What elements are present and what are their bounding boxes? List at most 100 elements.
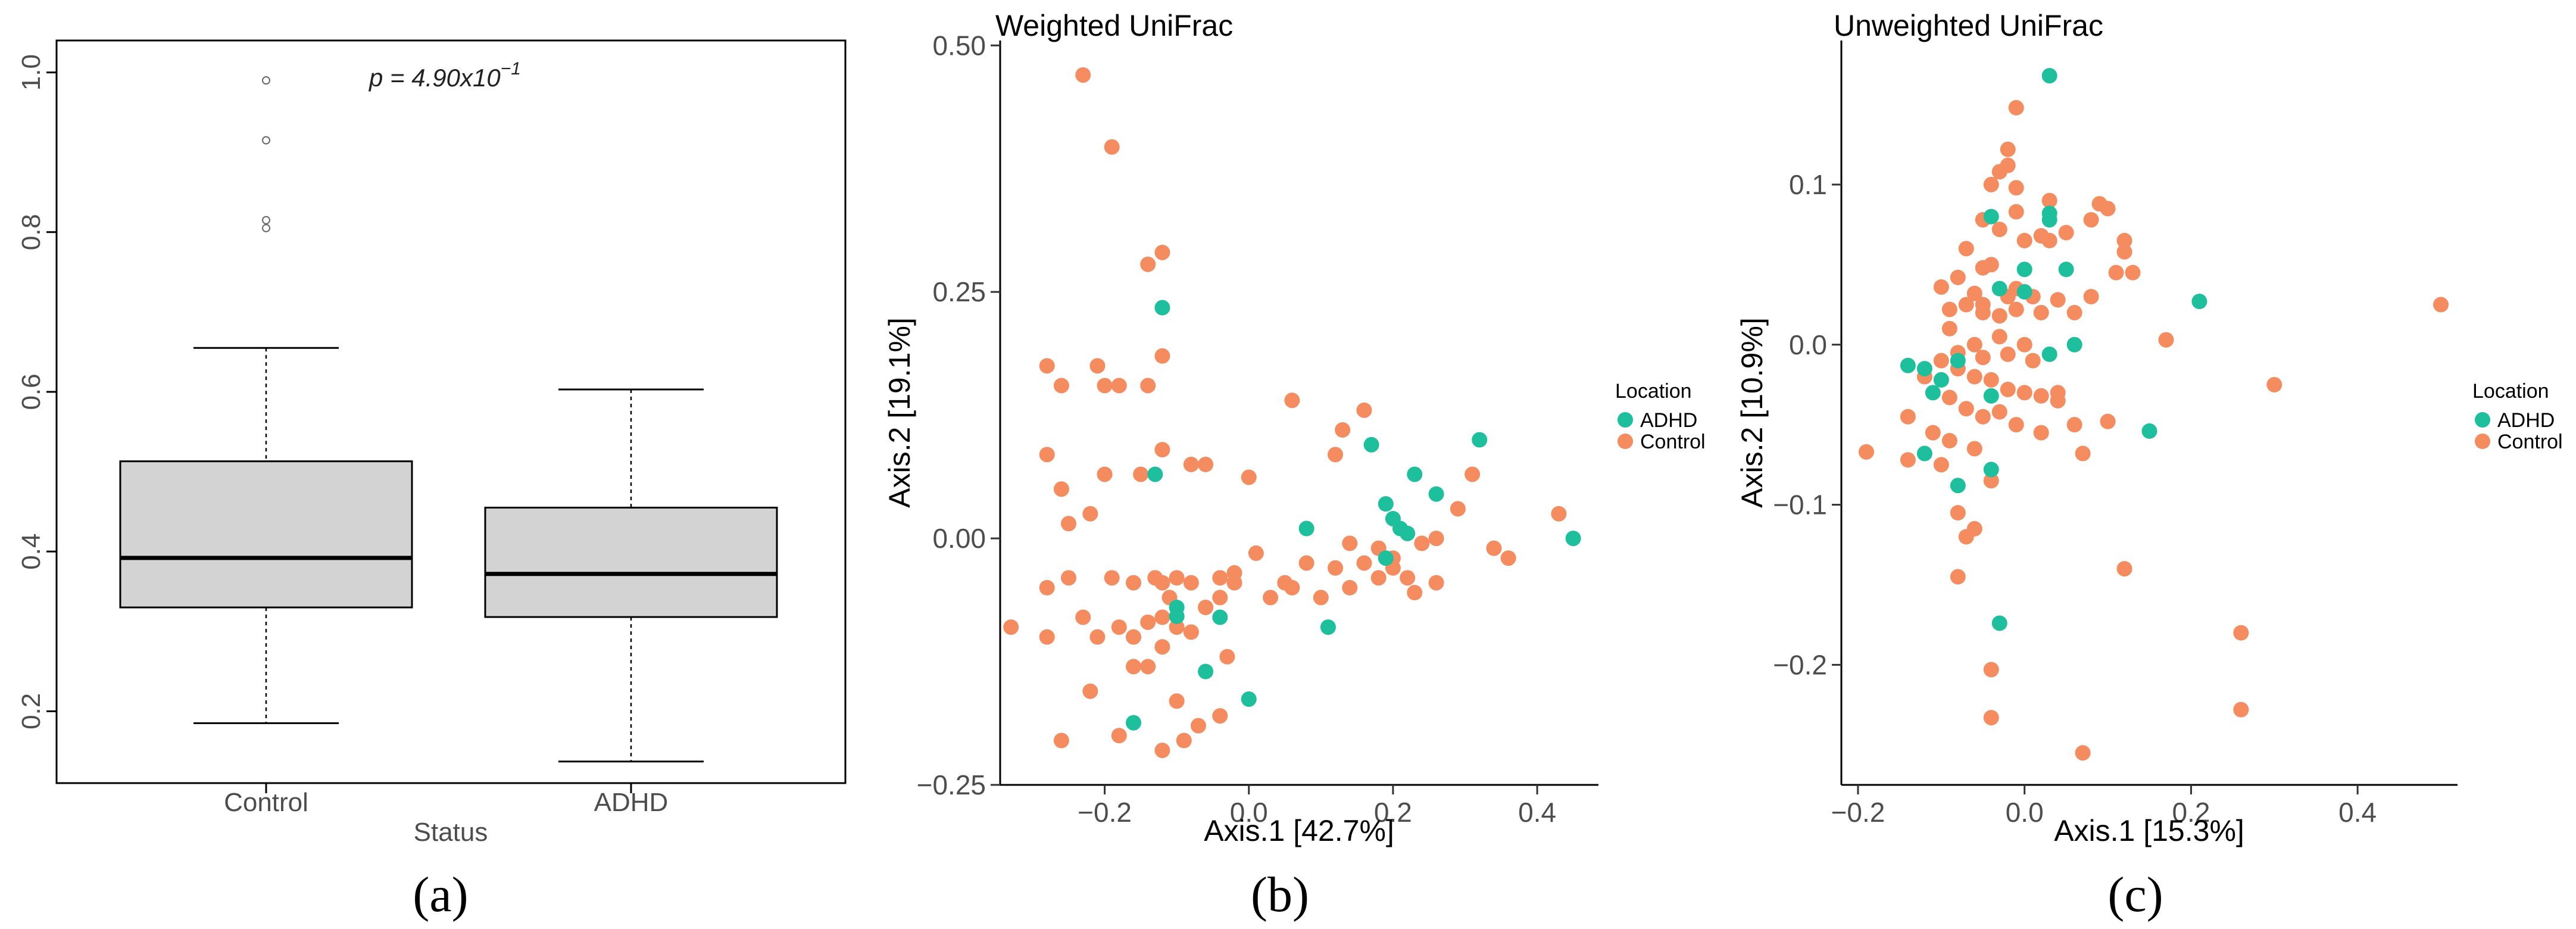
point-control [1053,378,1069,394]
legend-entry-control-b: Control [1640,431,1706,453]
point-control [2008,99,2024,116]
point-control [1241,469,1257,485]
point-control [2016,385,2032,401]
point-control [2158,332,2174,348]
point-control [1941,320,1957,336]
point-adhd [1983,208,1999,225]
outlier-point [262,136,270,145]
point-control [1933,279,1949,295]
point-control [1958,241,1974,257]
panel-label-a: (a) [413,867,468,922]
x-tick-label: 0.4 [1518,797,1556,828]
point-control [2100,413,2116,429]
point-adhd [1565,531,1581,547]
point-control [2100,201,2116,217]
point-control [1053,481,1069,497]
point-control [1933,457,1949,473]
point-adhd [1983,388,1999,404]
point-control [1075,67,1091,83]
point-control [1342,579,1358,596]
point-control [1190,718,1206,734]
point-adhd [1991,615,2007,631]
iqr-box [484,506,778,618]
point-control [1169,693,1185,709]
legend-c: Location ADHD Control [2472,380,2563,453]
outlier-point [262,224,270,233]
point-control [1140,659,1156,675]
point-control [1140,256,1156,272]
point-control [1975,297,1991,313]
point-control [1991,308,2007,324]
point-control [1226,575,1242,591]
point-control [1219,649,1235,665]
point-control [1284,579,1300,596]
point-control [1991,329,2007,345]
y-tick-label: 0.2 [17,693,46,730]
point-control [1335,422,1351,438]
point-control [1966,441,1982,457]
point-control [1154,348,1170,364]
point-control [1298,555,1314,571]
x-tick-label: 0.2 [1374,797,1412,828]
panel-label-b: (b) [1251,867,1309,922]
point-control [2000,141,2016,157]
point-control [1089,629,1106,645]
point-control [2016,336,2032,353]
point-control [1486,540,1502,556]
point-adhd [1154,300,1170,316]
point-control [2000,346,2016,362]
point-control [1983,662,1999,678]
point-control [1183,624,1199,640]
point-control [1975,260,1991,276]
point-control [1089,358,1106,374]
point-adhd [2041,68,2057,84]
panel-label-c: (c) [2107,867,2163,922]
point-control [1003,619,1019,635]
point-control [1900,409,1916,425]
y-tick-label: 0.0 [1789,329,1827,360]
point-adhd [1472,432,1488,448]
point-adhd [1198,663,1214,679]
point-control [2075,745,2091,761]
point-control [2008,204,2024,220]
y-tick-label: −0.25 [917,769,986,800]
point-control [2108,264,2124,280]
y-tick-label: 0.6 [17,373,46,410]
legend-entry-control-c: Control [2497,431,2563,453]
y-tick-label: 0.1 [1789,169,1827,200]
point-control [1212,570,1228,586]
point-control [1941,433,1957,449]
point-control [1356,402,1372,418]
point-control [2083,289,2099,305]
y-axis-label-c: Axis.2 [10.9%] [1735,317,1769,508]
point-control [2033,304,2049,320]
point-control [1111,378,1127,394]
point-control [2058,225,2074,241]
point-control [2033,388,2049,404]
point-adhd [1428,486,1444,502]
y-tick-label: 0.25 [932,276,986,307]
point-adhd [1126,715,1142,731]
point-control [1039,629,1055,645]
x-tick-label: 0.0 [2006,797,2044,828]
chart-title-c: Unweighted UniFrac [1834,9,2103,42]
chart-title-b: Weighted UniFrac [995,9,1233,42]
point-control [2041,233,2057,249]
point-control [1900,452,1916,468]
point-control [1154,743,1170,759]
point-control [1958,297,1974,313]
box-adhd: ADHD [484,388,778,817]
point-adhd [1363,437,1379,453]
point-control [1407,585,1423,601]
point-control [1039,447,1055,463]
point-control [1356,555,1372,571]
point-control [1169,619,1185,635]
point-control [2066,417,2082,433]
legend-entry-adhd-b: ADHD [1640,409,1697,432]
point-control [1933,353,1949,369]
point-control [1075,609,1091,625]
point-control [2041,192,2057,208]
point-control [1966,336,1982,353]
unweighted-unifrac-panel: Unweighted UniFrac −0.2 0.0 0.2 0.4 0.1 0.0 −0… [1735,9,2563,922]
